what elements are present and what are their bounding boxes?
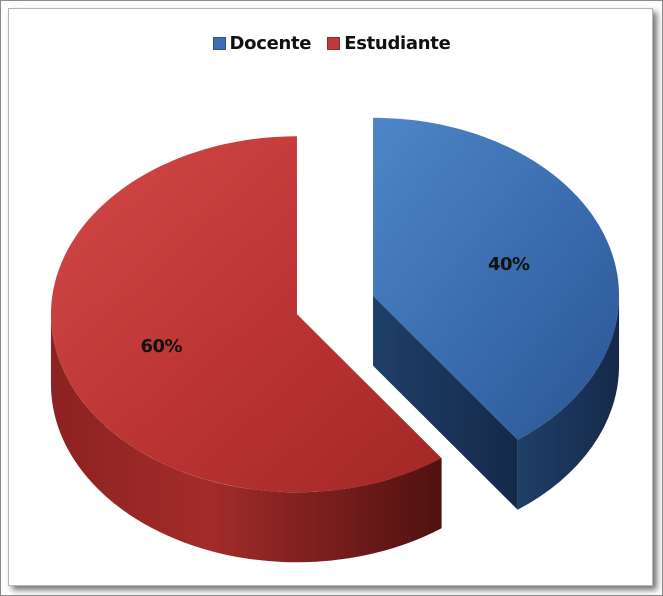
chart-legend: Docente Estudiante [0, 33, 663, 54]
pie-side-estudiante [50, 314, 442, 563]
legend-label-docente: Docente [229, 33, 312, 54]
pie-side-docente [517, 295, 620, 510]
data-label-docente: 40% [488, 254, 530, 275]
pie-slice-docente [373, 117, 620, 440]
legend-swatch-docente [212, 37, 226, 50]
legend-label-estudiante: Estudiante [344, 33, 451, 54]
legend-swatch-estudiante [327, 37, 341, 50]
legend-item-docente: Docente [212, 33, 312, 54]
pie-data-labels: 40% 60% [140, 254, 530, 357]
pie-wall-end-docente [373, 295, 518, 510]
data-label-estudiante: 60% [140, 336, 182, 357]
pie-slice-estudiante [50, 136, 442, 493]
legend-item-estudiante: Estudiante [327, 33, 451, 54]
pie-slices [50, 117, 620, 563]
